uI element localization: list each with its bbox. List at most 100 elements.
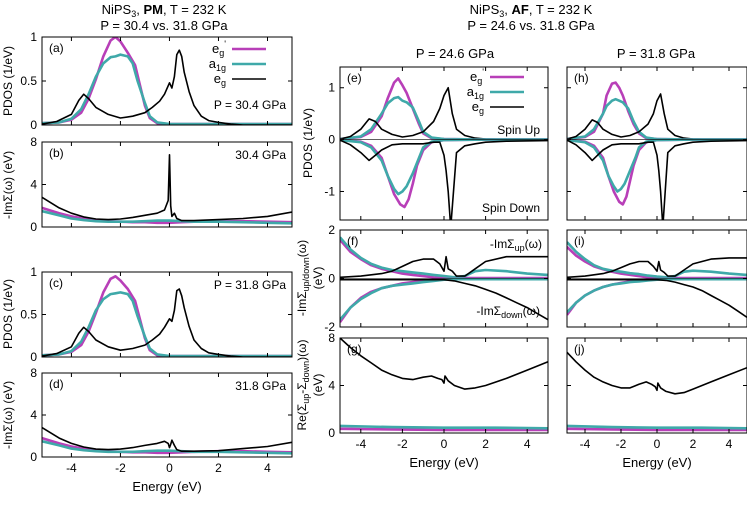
panel-label-i: (i)	[574, 234, 585, 248]
ylabel-e: PDOS (1/eV)	[301, 108, 315, 178]
series-h-eg_dn	[567, 139, 747, 220]
ytick-label-g: 8	[328, 331, 335, 345]
ytick-label-a: 1	[30, 30, 37, 44]
xtick-label-j: 4	[726, 437, 733, 451]
xlabel-j: Energy (eV)	[622, 455, 691, 470]
ytick-label-c: 1	[30, 265, 37, 279]
right-title: NiPS3, AF, T = 232 K	[470, 2, 593, 19]
panel-i: (i)	[566, 229, 747, 328]
series-e-a1g_up	[340, 95, 548, 141]
ytick-label-c: 0.5	[20, 308, 37, 322]
panel-g: 0 4 8 -4 -2 0 2 4 Energy (eV) (g)	[328, 331, 549, 470]
series-h-eg_prime_up	[567, 81, 747, 141]
panel-label-j: (j)	[574, 342, 585, 356]
xtick-label-d: 0	[166, 461, 173, 475]
legend-label-eg_prime: eg'	[212, 39, 226, 58]
panel-c: 0 0.5 1 (c) P = 31.8 GPa	[20, 265, 293, 364]
series-d-a1g	[42, 440, 292, 455]
legend-label-eg: eg	[214, 71, 226, 88]
ytick-label-g: 4	[328, 379, 335, 393]
ytick-label-e: 1	[328, 81, 335, 95]
xtick-label-g: -4	[355, 437, 366, 451]
series-i-eg_up	[567, 257, 747, 279]
series-f-eg_dn	[340, 278, 548, 321]
ylabel-c: PDOS (1/eV)	[1, 279, 15, 349]
ylabel-b: -ImΣ(ω) (eV)	[1, 151, 15, 219]
series-h-eg_up	[567, 93, 747, 141]
series-e-eg_up	[340, 86, 548, 141]
axes-frame-e	[339, 66, 549, 221]
xtick-label-j: 2	[690, 437, 697, 451]
ylabel-f-unit: (eV)	[311, 267, 325, 290]
series-f-a1g_up	[340, 236, 548, 279]
annotation-a: P = 30.4 GPa	[214, 98, 286, 112]
xtick-label-d: 4	[264, 461, 271, 475]
annotation-d: 31.8 GPa	[235, 379, 286, 393]
annotation-b: 30.4 GPa	[235, 148, 286, 162]
series-b-a1g	[42, 209, 292, 225]
ylabel-g-unit: (eV)	[311, 374, 325, 397]
panel-label-h: (h)	[574, 71, 589, 85]
series-b-eg	[42, 154, 292, 222]
ytick-label-f: 0	[328, 272, 335, 286]
ytick-label-d: 4	[30, 408, 37, 422]
axes-frame-g	[339, 337, 549, 434]
col-h-header: P = 31.8 GPa	[617, 46, 696, 61]
series-h-a1g_up	[567, 97, 747, 141]
xlabel-d: Energy (eV)	[132, 479, 201, 494]
ylabel-d: -ImΣ(ω) (eV)	[1, 381, 15, 449]
panel-label-a: (a)	[49, 41, 64, 55]
ytick-label-a: 0.5	[20, 74, 37, 88]
panel-label-f: (f)	[347, 234, 358, 248]
series-i-a1g_up	[567, 241, 747, 279]
annotation-bottom-f: -ImΣdown(ω)-ImΣdown(ω)	[476, 304, 540, 320]
ylabel-f: -ImΣup/down(ω)	[295, 240, 311, 316]
legend-label-eg_prime: eg'	[470, 67, 484, 86]
panel-label-b: (b)	[49, 146, 64, 160]
series-c-a1g	[42, 291, 292, 357]
xtick-label-g: -2	[397, 437, 408, 451]
series-g-eg	[340, 338, 548, 390]
series-i-eg_dn	[567, 278, 747, 318]
xtick-label-j: -4	[580, 437, 591, 451]
panel-label-e: (e)	[347, 71, 362, 85]
series-g-a1g	[340, 424, 548, 430]
series-e-eg_prime_dn	[340, 138, 548, 209]
xlabel-g: Energy (eV)	[409, 455, 478, 470]
series-e-eg_dn	[340, 139, 548, 220]
ytick-label-b: 4	[30, 178, 37, 192]
annotation-top-f: -ImΣup(ω)-ImΣup(ω)	[490, 237, 542, 253]
ytick-label-g: 0	[328, 426, 335, 440]
series-j-eg	[567, 351, 747, 395]
left-subtitle: P = 30.4 vs. 31.8 GPa	[100, 18, 228, 33]
legend-label-a1g: a1g	[467, 84, 484, 101]
xtick-label-g: 4	[524, 437, 531, 451]
ytick-label-e: 0	[328, 133, 335, 147]
ytick-label-b: 8	[30, 135, 37, 149]
legend-label-a1g: a1g	[209, 56, 226, 73]
panel-label-c: (c)	[49, 276, 63, 290]
xtick-label-j: -2	[616, 437, 627, 451]
xtick-label-j: 0	[654, 437, 661, 451]
series-c-eg	[42, 288, 292, 357]
panel-d: 0 4 8 -4 -2 0 2 4 Energy (eV) (d) 31.8 GPa	[30, 366, 293, 494]
series-a-a1g	[42, 53, 292, 125]
xtick-label-g: 2	[482, 437, 489, 451]
panel-h: (h)	[566, 66, 747, 221]
series-i-a1g_dn	[567, 277, 747, 314]
series-e-a1g_dn	[340, 138, 548, 196]
xtick-label-d: -2	[115, 461, 126, 475]
ytick-label-d: 0	[30, 450, 37, 464]
ytick-label-a: 0	[30, 118, 37, 132]
ytick-label-c: 0	[30, 350, 37, 364]
ylabel-a: PDOS (1/eV)	[1, 46, 15, 116]
panel-j: -4 -2 0 2 4 Energy (eV) (j)	[566, 337, 747, 470]
xtick-label-d: -4	[66, 461, 77, 475]
right-subtitle: P = 24.6 vs. 31.8 GPa	[467, 18, 595, 33]
ytick-label-f: 2	[328, 223, 335, 237]
ytick-label-f: -2	[324, 320, 335, 334]
xtick-label-g: 0	[441, 437, 448, 451]
